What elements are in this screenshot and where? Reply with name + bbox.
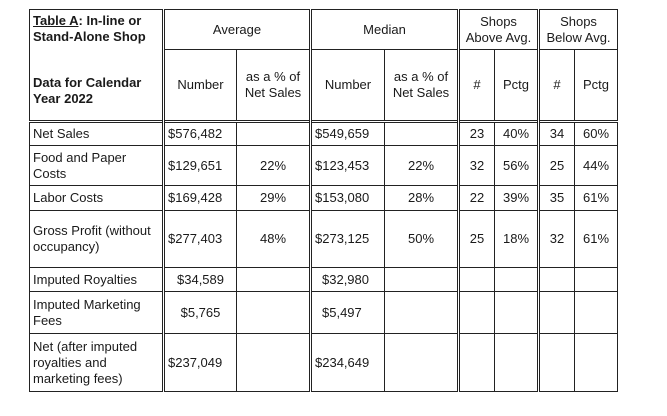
avg-pct-cell	[236, 333, 311, 392]
above-count-cell	[457, 267, 495, 292]
table-a: Table A: In-line or Stand-Alone Shop Dat…	[29, 9, 618, 392]
data-period-label: Data for Calendar Year 2022	[33, 75, 142, 106]
table-row: Net (after imputed royalties and marketi…	[29, 333, 618, 392]
median-number-cell: $273,125	[309, 210, 385, 268]
below-count-cell	[537, 291, 575, 334]
table-row: Imputed Royalties $34,589 $32,980	[29, 267, 618, 292]
above-pctg-cell	[494, 267, 539, 292]
avg-number-cell: $576,482	[162, 121, 237, 146]
median-number-cell: $123,453	[309, 145, 385, 186]
avg-number-cell: $169,428	[162, 185, 237, 211]
table-title-rest: : In-line or Stand-Alone Shop	[33, 13, 146, 44]
row-label: Net Sales	[29, 121, 164, 146]
avg-number-cell: $237,049	[162, 333, 237, 392]
above-pctg-cell: 56%	[494, 145, 539, 186]
median-pct-cell: 50%	[384, 210, 459, 268]
avg-pct-cell	[236, 267, 311, 292]
table-row: Food and Paper Costs $129,651 22% $123,4…	[29, 145, 618, 186]
row-label: Food and Paper Costs	[29, 145, 164, 186]
above-count-cell: 23	[457, 121, 495, 146]
below-pctg-cell	[574, 333, 618, 392]
below-pctg-cell	[574, 291, 618, 334]
table-title-underlined: Table A	[33, 13, 79, 28]
below-pctg-cell: 61%	[574, 210, 618, 268]
below-pctg-cell: 44%	[574, 145, 618, 186]
median-pct-cell	[384, 267, 459, 292]
below-count-cell: 35	[537, 185, 575, 211]
subheader-above-count: #	[457, 49, 495, 122]
avg-number-cell: $129,651	[162, 145, 237, 186]
subheader-avg-pct: as a % of Net Sales	[236, 49, 311, 122]
avg-pct-cell	[236, 121, 311, 146]
median-number-cell: $549,659	[309, 121, 385, 146]
above-count-cell	[457, 333, 495, 392]
row-label: Net (after imputed royalties and marketi…	[29, 333, 164, 392]
above-pctg-cell	[494, 291, 539, 334]
median-pct-cell: 22%	[384, 145, 459, 186]
avg-pct-cell: 48%	[236, 210, 311, 268]
median-pct-cell	[384, 291, 459, 334]
median-number-cell: $234,649	[309, 333, 385, 392]
table-row: Labor Costs $169,428 29% $153,080 28% 22…	[29, 185, 618, 211]
below-pctg-cell: 60%	[574, 121, 618, 146]
subheader-above-pctg: Pctg	[494, 49, 539, 122]
median-number-cell: $32,980	[309, 267, 385, 292]
avg-pct-cell: 29%	[236, 185, 311, 211]
median-pct-cell	[384, 333, 459, 392]
median-number-cell: $153,080	[309, 185, 385, 211]
row-label: Labor Costs	[29, 185, 164, 211]
above-count-cell	[457, 291, 495, 334]
above-pctg-cell: 40%	[494, 121, 539, 146]
below-count-cell: 32	[537, 210, 575, 268]
table-a-container: Table A: In-line or Stand-Alone Shop Dat…	[29, 9, 618, 392]
below-count-cell	[537, 333, 575, 392]
below-count-cell	[537, 267, 575, 292]
above-pctg-cell: 39%	[494, 185, 539, 211]
subheader-med-pct: as a % of Net Sales	[384, 49, 459, 122]
above-pctg-cell	[494, 333, 539, 392]
subheader-below-count: #	[537, 49, 575, 122]
group-header-above-avg: Shops Above Avg.	[457, 9, 539, 50]
group-header-average: Average	[162, 9, 311, 50]
above-count-cell: 25	[457, 210, 495, 268]
subheader-below-pctg: Pctg	[574, 49, 618, 122]
avg-number-cell: $277,403	[162, 210, 237, 268]
subheader-med-number: Number	[309, 49, 385, 122]
table-row: Gross Profit (without occupancy) $277,40…	[29, 210, 618, 268]
below-pctg-cell: 61%	[574, 185, 618, 211]
group-header-below-avg: Shops Below Avg.	[537, 9, 618, 50]
row-label: Gross Profit (without occupancy)	[29, 210, 164, 268]
row-label: Imputed Marketing Fees	[29, 291, 164, 334]
median-pct-cell: 28%	[384, 185, 459, 211]
above-count-cell: 32	[457, 145, 495, 186]
avg-pct-cell	[236, 291, 311, 334]
table-row: Net Sales $576,482 $549,659 23 40% 34 60…	[29, 121, 618, 146]
avg-number-cell: $5,765	[162, 291, 237, 334]
table-row: Imputed Marketing Fees $5,765 $5,497	[29, 291, 618, 334]
below-pctg-cell	[574, 267, 618, 292]
above-count-cell: 22	[457, 185, 495, 211]
median-number-cell: $5,497	[309, 291, 385, 334]
table-title-cell: Table A: In-line or Stand-Alone Shop Dat…	[29, 9, 164, 122]
avg-number-cell: $34,589	[162, 267, 237, 292]
below-count-cell: 34	[537, 121, 575, 146]
above-pctg-cell: 18%	[494, 210, 539, 268]
row-label: Imputed Royalties	[29, 267, 164, 292]
median-pct-cell	[384, 121, 459, 146]
below-count-cell: 25	[537, 145, 575, 186]
subheader-avg-number: Number	[162, 49, 237, 122]
avg-pct-cell: 22%	[236, 145, 311, 186]
group-header-median: Median	[309, 9, 459, 50]
